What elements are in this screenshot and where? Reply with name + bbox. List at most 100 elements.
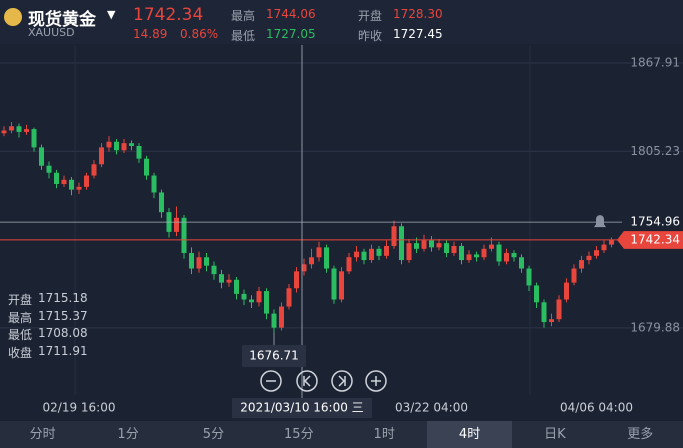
scroll-right-button[interactable] <box>331 370 353 392</box>
tab[interactable]: 15分 <box>284 427 314 442</box>
candle-body <box>391 226 397 246</box>
min-box <box>242 345 306 367</box>
tab[interactable]: 5分 <box>202 427 225 442</box>
gold-icon <box>4 8 22 26</box>
y-tick-label: 1805.23 <box>630 144 680 158</box>
candle-body <box>346 257 352 272</box>
candle-body <box>174 217 179 232</box>
scroll-left-button[interactable] <box>296 370 318 392</box>
candle-body <box>549 319 554 323</box>
tab[interactable]: 分时 <box>29 427 56 442</box>
candle-body <box>481 248 487 258</box>
candle-body <box>301 264 307 272</box>
crosshair-time-label: 2021/03/10 16:00 三 <box>240 401 363 415</box>
zoom-out-button[interactable] <box>260 370 282 392</box>
crosshair-time-box <box>232 398 372 418</box>
candle-body <box>129 143 134 146</box>
candle-body <box>459 245 464 261</box>
crosshair-price-box <box>622 213 683 232</box>
x-tick-label: 04/06 04:00 <box>560 401 633 415</box>
tab[interactable]: 1时 <box>373 427 395 442</box>
zoom-in-button[interactable] <box>365 370 387 392</box>
candle-body <box>76 186 82 190</box>
stat-value: 1727.45 <box>393 27 443 41</box>
tab[interactable]: 1分 <box>117 427 139 442</box>
scroll-left-icon <box>303 375 311 387</box>
candle-body <box>286 288 292 307</box>
candle-body <box>69 179 74 190</box>
dropdown-arrow[interactable]: ▼ <box>107 8 116 21</box>
candle-body <box>541 302 547 323</box>
candle-body <box>609 239 614 245</box>
candle-body <box>579 260 584 269</box>
candle-body <box>316 247 322 258</box>
candle-body <box>9 126 14 131</box>
candle-body <box>256 291 262 303</box>
tab-bar: 分时 1分 5分 15分 1时 4时 日K 更多 <box>0 421 683 448</box>
candle-body <box>114 141 119 151</box>
candle-body <box>181 217 187 254</box>
candle-body <box>534 285 539 303</box>
candle-body <box>429 240 434 248</box>
x-tick-label: 02/19 16:00 <box>43 401 116 415</box>
candle-body <box>369 248 374 261</box>
candle-body <box>226 279 232 283</box>
ohlc-value: 1715.18 <box>38 291 88 305</box>
candle-body <box>436 243 442 248</box>
candle-body <box>211 265 217 275</box>
candle-body <box>496 244 502 262</box>
y-tick-label: 1867.91 <box>630 56 680 70</box>
candle-body <box>601 244 607 251</box>
x-tick-label: 03/22 04:00 <box>395 401 468 415</box>
candle-body <box>586 255 592 261</box>
zoom-in-icon <box>371 376 381 386</box>
candle-body <box>241 293 247 300</box>
candle-body <box>39 147 44 166</box>
ohlc-label: 最低 <box>8 328 33 342</box>
candle-body <box>414 243 419 249</box>
candle-body <box>399 226 404 261</box>
candle-body <box>466 254 472 261</box>
candle-body <box>294 271 299 289</box>
candle-body <box>526 268 532 286</box>
ohlc-value: 1715.37 <box>38 308 88 323</box>
stat-label: 最低 <box>231 29 256 43</box>
candle-body <box>354 251 359 258</box>
candle-body <box>121 143 127 151</box>
candle-body <box>46 165 52 173</box>
candle-body <box>204 257 209 266</box>
candle-body <box>556 299 562 320</box>
last-price-label: 1742.34 <box>630 232 680 246</box>
candle-body <box>24 129 29 132</box>
price: 1742.34 <box>133 5 204 25</box>
stat-value: 1727.05 <box>266 27 316 41</box>
stat-value: 1744.06 <box>266 7 316 21</box>
candle-body <box>504 253 509 262</box>
candle-body <box>564 282 569 300</box>
candle-body <box>489 244 494 249</box>
instrument-name[interactable]: 现货黄金 <box>28 10 96 30</box>
candle-body <box>406 243 412 261</box>
tab[interactable]: 日K <box>544 427 566 442</box>
candle-body <box>159 192 164 213</box>
candle-body <box>331 268 337 300</box>
alert-bell[interactable] <box>594 215 606 228</box>
candle-body <box>99 147 104 165</box>
candle-body <box>1 130 7 134</box>
candle-body <box>384 245 389 256</box>
ohlc-value: 1708.08 <box>38 326 88 340</box>
candle-body <box>361 251 367 261</box>
last-price-box <box>617 230 683 249</box>
tab[interactable]: 4时 <box>426 421 513 448</box>
tab[interactable]: 更多 <box>627 427 654 442</box>
ohlc-label: 最高 <box>8 310 33 325</box>
candle-body <box>339 271 344 300</box>
candle-body <box>279 306 284 328</box>
candle-body <box>444 243 449 254</box>
min-label: 1676.71 <box>249 349 299 363</box>
candle-body <box>189 253 194 269</box>
candle-body <box>234 279 239 294</box>
stat-value: 1728.30 <box>393 7 443 21</box>
